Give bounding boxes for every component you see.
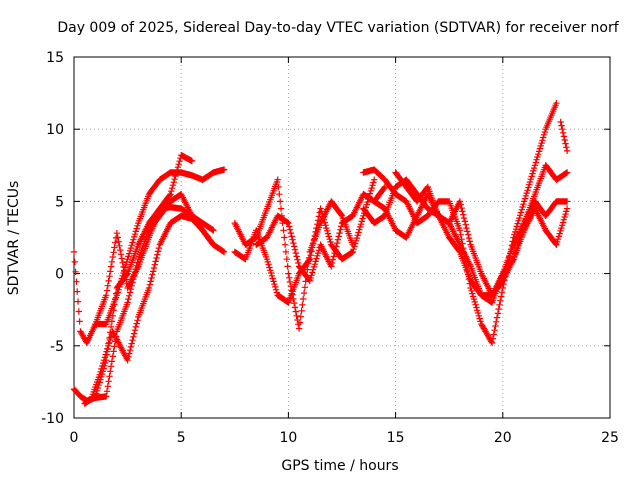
x-tick-label: 5 [177, 430, 186, 446]
data-series [70, 100, 571, 407]
series-arc-13 [557, 118, 571, 155]
series-arc-12 [392, 169, 571, 299]
y-tick-label: -10 [41, 411, 64, 427]
y-tick-label: -5 [50, 339, 64, 355]
y-tick-label: 0 [55, 267, 64, 283]
series-markers [392, 169, 571, 299]
x-tick-label: 10 [279, 430, 297, 446]
series-markers [557, 118, 571, 155]
series-markers [231, 176, 378, 306]
series-markers [92, 152, 196, 328]
series-arc-8 [253, 183, 389, 284]
series-arc-4 [88, 212, 228, 403]
x-axis-title: GPS time / hours [281, 458, 398, 474]
y-tick-label: 15 [46, 50, 64, 66]
grid-lines [74, 57, 610, 418]
series-markers [253, 183, 389, 284]
plot-frame [73, 56, 611, 419]
x-tick-label: 15 [387, 430, 405, 446]
chart-title: Day 009 of 2025, Sidereal Day-to-day VTE… [57, 20, 619, 36]
series-arc-10 [360, 162, 571, 299]
series-arc-9 [360, 100, 560, 347]
axis-ticks: 0 5 10 15 20 25 -10 -5 0 5 10 15 [41, 50, 619, 446]
y-tick-label: 5 [55, 194, 64, 210]
y-tick-label: 10 [46, 122, 64, 138]
series-markers [88, 212, 228, 403]
y-axis-title: SDTVAR / TECUs [6, 181, 22, 296]
series-markers [360, 100, 560, 347]
series-arc-5 [92, 152, 196, 328]
x-tick-label: 0 [70, 430, 79, 446]
series-arc-7 [231, 176, 378, 306]
series-markers [360, 162, 571, 299]
x-tick-label: 25 [601, 430, 619, 446]
x-tick-label: 20 [494, 430, 512, 446]
